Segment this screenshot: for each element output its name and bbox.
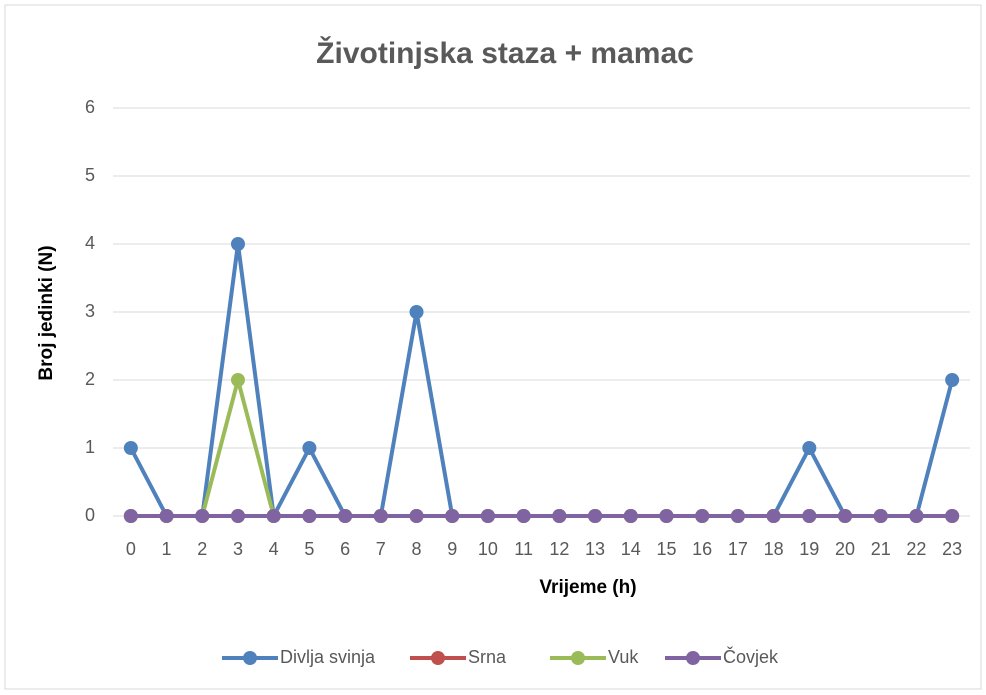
data-point — [230, 237, 245, 251]
data-point — [373, 509, 388, 523]
x-tick-label: 17 — [728, 539, 748, 559]
x-tick-label: 14 — [621, 539, 641, 559]
x-tick-label: 5 — [304, 539, 314, 559]
x-tick-label: 20 — [835, 539, 855, 559]
data-point — [802, 509, 817, 523]
legend-marker — [243, 651, 257, 665]
data-point — [730, 509, 745, 523]
data-point — [909, 509, 924, 523]
data-point — [195, 509, 210, 523]
x-tick-label: 13 — [585, 539, 605, 559]
x-tick-label: 12 — [549, 539, 569, 559]
x-tick-label: 11 — [514, 539, 533, 559]
legend-label: Čovjek — [723, 646, 779, 667]
x-tick-label: 16 — [692, 539, 712, 559]
data-point — [695, 509, 710, 523]
data-point — [409, 305, 424, 319]
legend-marker — [686, 651, 700, 665]
data-point — [945, 509, 960, 523]
x-tick-label: 4 — [269, 539, 279, 559]
x-tick-label: 21 — [871, 539, 891, 559]
data-point — [552, 509, 567, 523]
data-point — [945, 373, 960, 387]
data-point — [516, 509, 531, 523]
chart-border — [4, 4, 982, 690]
y-tick-label: 1 — [85, 437, 95, 457]
x-tick-label: 8 — [412, 539, 422, 559]
y-tick-label: 4 — [85, 233, 95, 253]
data-point — [659, 509, 674, 523]
x-axis-label: Vrijeme (h) — [539, 577, 636, 598]
chart-title: Životinjska staza + mamac — [316, 36, 694, 70]
x-tick-label: 6 — [340, 539, 350, 559]
data-point — [123, 509, 138, 523]
x-tick-label: 15 — [656, 539, 676, 559]
data-point — [230, 373, 245, 387]
data-point — [409, 509, 424, 523]
data-point — [159, 509, 174, 523]
data-point — [623, 509, 638, 523]
data-point — [123, 441, 138, 455]
legend-marker — [571, 651, 585, 665]
data-point — [873, 509, 888, 523]
y-tick-label: 2 — [85, 369, 95, 389]
x-tick-label: 3 — [233, 539, 243, 559]
x-tick-label: 10 — [478, 539, 498, 559]
x-tick-label: 7 — [376, 539, 386, 559]
legend-label: Vuk — [608, 647, 639, 667]
y-tick-label: 3 — [85, 301, 95, 321]
legend-marker — [431, 651, 445, 665]
data-point — [230, 509, 245, 523]
data-point — [445, 509, 460, 523]
y-tick-label: 6 — [85, 97, 95, 117]
x-tick-label: 18 — [764, 539, 784, 559]
x-tick-label: 0 — [126, 539, 136, 559]
data-point — [588, 509, 603, 523]
legend-label: Srna — [468, 647, 507, 667]
data-point — [480, 509, 495, 523]
x-tick-label: 23 — [942, 539, 962, 559]
x-tick-label: 22 — [906, 539, 926, 559]
data-point — [302, 509, 317, 523]
data-point — [802, 441, 817, 455]
x-tick-label: 1 — [162, 539, 172, 559]
data-point — [266, 509, 281, 523]
y-axis-label: Broj jedinki (N) — [36, 245, 57, 380]
data-point — [338, 509, 353, 523]
x-tick-label: 19 — [799, 539, 819, 559]
y-tick-label: 5 — [85, 165, 95, 185]
legend-label: Divlja svinja — [280, 647, 376, 667]
data-point — [766, 509, 781, 523]
y-tick-label: 0 — [85, 505, 95, 525]
x-tick-label: 2 — [197, 539, 207, 559]
x-tick-label: 9 — [447, 539, 457, 559]
data-point — [838, 509, 853, 523]
data-point — [302, 441, 317, 455]
